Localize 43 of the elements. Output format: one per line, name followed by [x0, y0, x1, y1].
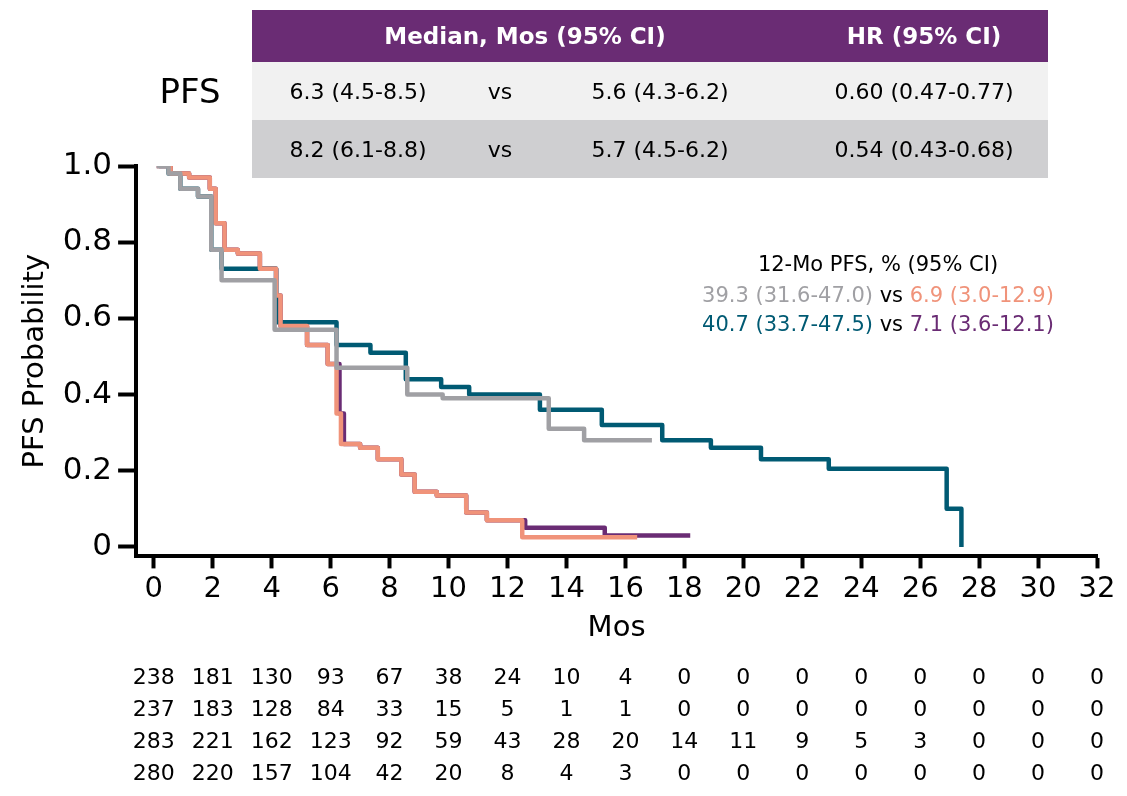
- text: vs: [486, 135, 514, 164]
- x-tick-label: 0: [144, 570, 164, 605]
- text: 5.7 (4.5-6.2): [590, 135, 730, 164]
- text: 0.54 (0.43-0.68): [833, 135, 1015, 164]
- y-tick-label: 0.6: [62, 297, 113, 334]
- x-tick-label: 6: [321, 570, 340, 605]
- text: 8.2 (6.1-8.8): [288, 135, 428, 164]
- x-tick-label: 12: [489, 570, 526, 605]
- annotation: 12-Mo PFS, % (95% CI): [757, 252, 999, 277]
- y-tick-label: 0.4: [62, 373, 113, 410]
- annotation: 40.7 (33.7-47.5) vs 7.1 (3.6-12.1): [702, 312, 1054, 337]
- text: PFS: [158, 70, 222, 113]
- text: HR (95% CI): [845, 22, 1003, 51]
- x-tick-label: 4: [262, 570, 281, 605]
- text: 238 181 130 93 67 38 24 10 4 0 0 0 0 0 0 0 0: [132, 663, 1104, 689]
- y-tick-label: 0.2: [62, 449, 113, 486]
- x-tick-label: 26: [901, 570, 939, 605]
- text: 283 221 162 123 92 59 43 28 20 14 11 9 5 3 0 0 0: [132, 727, 1104, 753]
- x-tick-label: 8: [380, 570, 399, 605]
- text: 0.60 (0.47-0.77): [833, 77, 1015, 106]
- x-tick-label: 18: [665, 570, 703, 605]
- text: 5.6 (4.3-6.2): [590, 77, 730, 106]
- text: 6.3 (4.5-8.5): [288, 77, 428, 106]
- y-tick-label: 0: [92, 525, 113, 562]
- x-axis-title: Mos: [587, 609, 646, 644]
- text: Median, Mos (95% CI): [383, 22, 667, 51]
- y-tick-label: 0.8: [62, 221, 113, 258]
- x-tick-label: 30: [1019, 570, 1057, 605]
- x-tick-label: 2: [203, 570, 222, 605]
- x-tick-label: 28: [960, 570, 998, 605]
- x-tick-label: 10: [430, 570, 467, 605]
- text: vs: [486, 77, 514, 106]
- x-tick-label: 32: [1078, 570, 1116, 605]
- x-tick-label: 24: [842, 570, 880, 605]
- y-tick-label: 1.0: [62, 145, 113, 182]
- y-axis-title: PFS Probability: [15, 253, 50, 469]
- x-tick-label: 22: [783, 570, 821, 605]
- text: 280 220 157 104 42 20 8 4 3 0 0 0 0 0 0 0 0: [132, 759, 1104, 785]
- x-tick-label: 16: [606, 570, 644, 605]
- text: 237 183 128 84 33 15 5 1 1 0 0 0 0 0 0 0 0: [132, 695, 1104, 721]
- annotation: 39.3 (31.6-47.0) vs 6.9 (3.0-12.9): [702, 283, 1054, 308]
- x-tick-label: 14: [547, 570, 585, 605]
- x-tick-label: 20: [724, 570, 762, 605]
